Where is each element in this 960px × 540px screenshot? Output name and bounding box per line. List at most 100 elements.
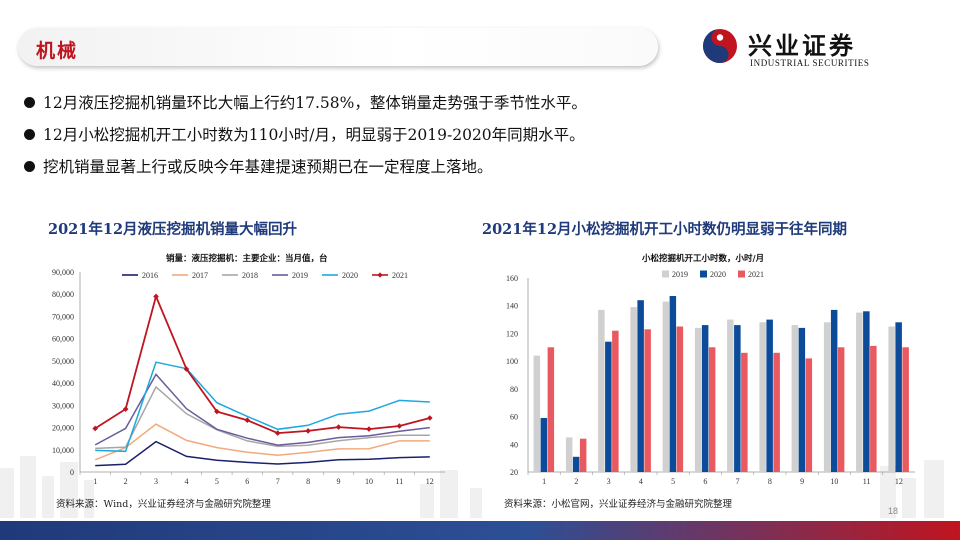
legend-swatch [662, 270, 669, 278]
x-tick-label: 11 [396, 477, 404, 486]
y-tick-label: 10,000 [52, 446, 74, 455]
bar-2021 [708, 347, 716, 472]
bullet-list: 12月液压挖掘机销量环比大幅上行约17.58%，整体销量走势强于季节性水平。 1… [24, 86, 924, 182]
bar-2020 [798, 327, 806, 472]
bar-2019 [694, 327, 702, 472]
bar-chart-title: 2021年12月小松挖掘机开工小时数仍明显弱于往年同期 [482, 221, 848, 238]
y-tick-label: 100 [506, 357, 518, 366]
y-tick-label: 120 [506, 329, 518, 338]
x-tick-label: 9 [800, 477, 804, 486]
bullet-text: 12月液压挖掘机销量环比大幅上行约17.58%，整体销量走势强于季节性水平。 [43, 94, 587, 112]
y-tick-label: 60,000 [52, 335, 74, 344]
bar-2019 [662, 301, 670, 472]
line-chart-subtitle: 销量：液压挖掘机：主要企业：当月值，台 [166, 254, 328, 264]
data-point-2021 [305, 428, 311, 434]
footer-bar [0, 521, 960, 540]
x-tick-label: 2 [124, 477, 128, 486]
data-point-2021 [335, 424, 342, 430]
bar-2021 [902, 347, 909, 472]
bar-2019 [791, 325, 799, 472]
legend-label: 2016 [142, 271, 158, 280]
x-tick-label: 11 [863, 477, 871, 486]
bar-2019 [856, 312, 863, 472]
bar-2020 [605, 341, 612, 472]
brand-logo: 兴业证券 INDUSTRIAL SECURITIES [698, 22, 898, 70]
x-tick-label: 6 [245, 477, 249, 486]
x-tick-label: 3 [607, 477, 611, 486]
data-point-2021 [274, 430, 281, 436]
bar-chart-source: 资料来源：小松官网，兴业证券经济与金融研究院整理 [504, 499, 733, 510]
x-tick-label: 8 [306, 477, 310, 486]
bar-2020 [637, 300, 644, 472]
legend-label: 2018 [242, 271, 258, 280]
bar-2020 [863, 311, 870, 472]
bar-2019 [888, 326, 895, 472]
bullet-item: 12月小松挖掘机开工小时数为110小时/月，明显弱于2019-2020年同期水平… [24, 118, 924, 150]
bar-2021 [837, 347, 845, 472]
brand-name-en: INDUSTRIAL SECURITIES [750, 58, 870, 68]
bar-2019 [533, 355, 541, 472]
bar-2020 [669, 296, 677, 472]
bullet-dot-icon [24, 128, 35, 140]
data-point-2021 [122, 406, 129, 412]
x-tick-label: 8 [768, 477, 772, 486]
bullet-dot-icon [24, 96, 35, 108]
series-line-2016 [95, 440, 430, 467]
bar-2019 [565, 437, 573, 472]
series-line-2018 [95, 385, 430, 450]
x-tick-label: 7 [276, 477, 280, 486]
legend-label: 2020 [710, 270, 726, 279]
bar-2021 [870, 345, 877, 472]
data-point-2021 [153, 293, 159, 300]
bar-2021 [805, 358, 813, 472]
series-line-2019 [94, 373, 430, 446]
legend-swatch [738, 270, 745, 278]
bar-2019 [823, 322, 831, 472]
x-tick-label: 5 [671, 477, 675, 486]
legend-swatch [700, 270, 707, 278]
bullet-text: 挖机销量显著上行或反映今年基建提速预期已在一定程度上落地。 [43, 158, 493, 176]
bullet-dot-icon [24, 160, 35, 172]
bar-2019 [727, 319, 734, 472]
y-tick-label: 160 [506, 274, 518, 283]
data-point-2021 [396, 423, 403, 429]
bar-2020 [701, 325, 709, 472]
y-tick-label: 40 [510, 440, 518, 449]
x-tick-label: 12 [426, 477, 434, 486]
page-number: 18 [888, 506, 899, 516]
bar-2020 [572, 456, 580, 472]
brand-logo-icon [703, 29, 737, 63]
legend-label: 2019 [292, 271, 308, 280]
y-tick-label: 40,000 [52, 379, 74, 388]
x-tick-label: 9 [337, 477, 341, 486]
x-tick-label: 1 [93, 477, 97, 486]
bar-2021 [547, 347, 555, 472]
data-point-2021 [183, 366, 190, 372]
y-tick-label: 70,000 [52, 312, 74, 321]
bar-2021 [612, 330, 619, 472]
bullet-text: 12月小松挖掘机开工小时数为110小时/月，明显弱于2019-2020年同期水平… [43, 126, 585, 144]
line-chart-title: 2021年12月液压挖掘机销量大幅回升 [48, 221, 298, 238]
bar-2020 [830, 309, 838, 472]
y-tick-label: 50,000 [52, 357, 74, 366]
series-line-2021 [94, 293, 431, 435]
x-tick-label: 4 [639, 477, 643, 486]
x-tick-label: 12 [895, 477, 903, 486]
data-point-2021 [214, 408, 220, 415]
x-tick-label: 5 [215, 477, 219, 486]
brand-name-cn: 兴业证券 [748, 31, 856, 60]
x-tick-label: 7 [736, 477, 740, 486]
bar-2019 [759, 322, 766, 472]
x-tick-label: 1 [542, 477, 546, 486]
legend-marker [377, 272, 383, 278]
x-tick-label: 3 [154, 477, 158, 486]
bar-2019 [598, 309, 605, 472]
bar-chart-subtitle: 小松挖掘机开工小时数，小时/月 [642, 254, 765, 264]
data-point-2021 [92, 425, 99, 432]
series-line-2017 [94, 423, 430, 461]
y-tick-label: 20,000 [52, 424, 74, 433]
x-tick-label: 10 [830, 477, 838, 486]
y-tick-label: 140 [506, 302, 518, 311]
